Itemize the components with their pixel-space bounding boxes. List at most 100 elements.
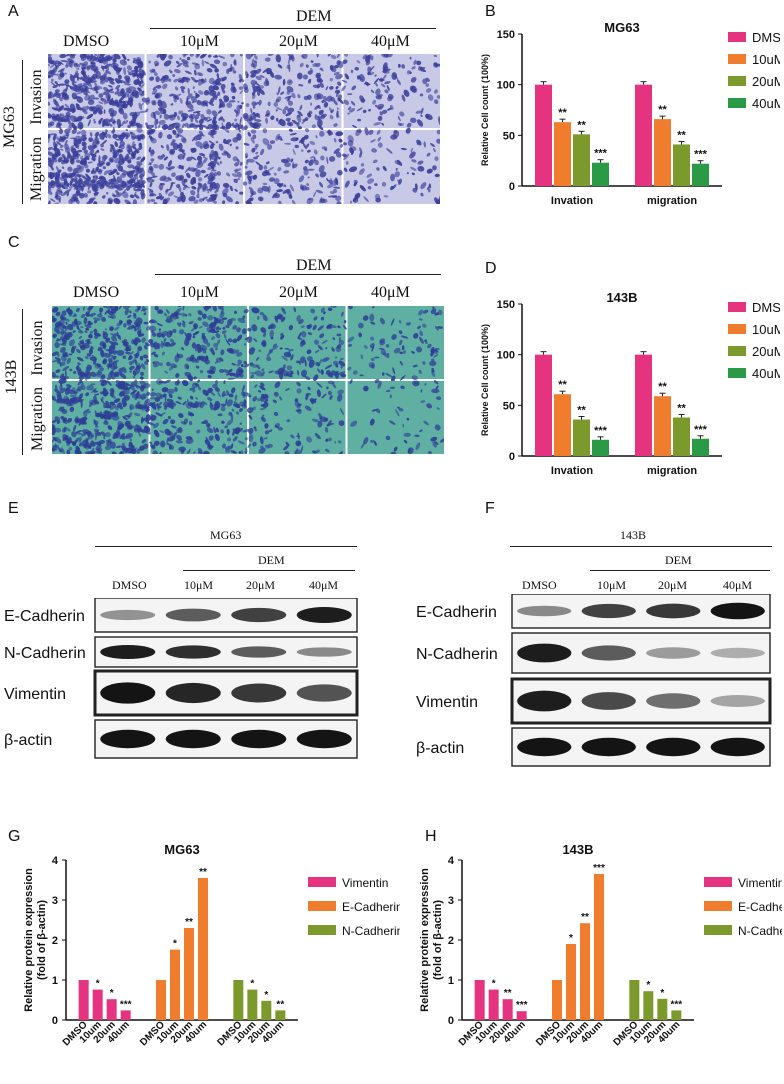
stained-cell: [174, 387, 178, 392]
stained-cell: [124, 308, 129, 316]
bar-dmso: [535, 354, 552, 456]
stained-cell: [280, 334, 285, 340]
stained-cell: [435, 348, 440, 350]
bar-vimentin: [78, 980, 89, 1020]
stained-cell: [226, 437, 232, 442]
stained-cell: [148, 165, 153, 170]
dem-bracket-line: [150, 28, 436, 29]
stained-cell: [47, 151, 54, 157]
stained-cell: [92, 118, 96, 122]
stained-cell: [254, 55, 258, 60]
stained-cell: [199, 355, 205, 361]
stained-cell: [347, 366, 352, 371]
stained-cell: [199, 152, 205, 156]
stained-cell: [327, 419, 332, 427]
stained-cell: [113, 398, 121, 403]
significance-label: ***: [594, 148, 608, 160]
stained-cell: [125, 432, 134, 439]
stained-cell: [301, 330, 307, 338]
stained-cell: [140, 371, 144, 376]
stained-cell: [227, 338, 233, 343]
stained-cell: [343, 142, 347, 146]
stained-cell: [172, 328, 177, 334]
stained-cell: [149, 441, 153, 445]
stained-cell: [203, 90, 210, 96]
stained-cell: [77, 362, 81, 366]
stained-cell: [384, 89, 389, 94]
stained-cell: [226, 428, 230, 435]
stained-cell: [232, 124, 237, 129]
stained-cell: [225, 449, 231, 453]
stained-cell: [319, 181, 324, 188]
stained-cell: [379, 338, 385, 344]
stained-cell: [201, 313, 207, 319]
stained-cell: [109, 327, 114, 331]
stained-cell: [299, 137, 306, 144]
stained-cell: [392, 367, 396, 375]
stained-cell: [191, 113, 195, 120]
stained-cell: [223, 380, 226, 385]
stained-cell: [232, 156, 238, 162]
stained-cell: [291, 92, 296, 99]
stained-cell: [58, 169, 62, 173]
bar-n-cadherin: [657, 998, 668, 1020]
stained-cell: [254, 119, 262, 122]
stained-cell: [92, 139, 95, 144]
stained-cell: [91, 170, 97, 175]
stained-cell: [79, 173, 85, 178]
stained-cell: [179, 57, 182, 60]
stained-cell: [81, 141, 87, 147]
stained-cell: [85, 81, 92, 87]
stained-cell: [208, 85, 215, 93]
stained-cell: [235, 109, 240, 117]
stained-cell: [311, 418, 320, 423]
blot-dem-label: DEM: [258, 553, 285, 567]
stained-cell: [107, 197, 114, 204]
stained-cell: [397, 122, 402, 126]
stained-cell: [213, 343, 219, 348]
stained-cell: [358, 168, 365, 175]
stained-cell: [104, 445, 112, 451]
stained-cell: [59, 361, 62, 367]
stained-cell: [285, 441, 290, 447]
stained-cell: [406, 70, 411, 75]
stained-cell: [338, 339, 345, 346]
stained-cell: [267, 101, 271, 107]
stained-cell: [238, 407, 243, 413]
stained-cell: [167, 415, 172, 420]
stained-cell: [196, 99, 202, 106]
legend-label: N-Cadherin: [738, 924, 782, 938]
stained-cell: [212, 384, 218, 389]
stained-cell: [335, 346, 342, 352]
stained-cell: [179, 322, 182, 326]
stained-cell: [437, 326, 444, 329]
stained-cell: [80, 313, 86, 319]
stained-cell: [249, 362, 254, 366]
stained-cell: [61, 175, 66, 179]
stained-cell: [243, 125, 248, 131]
stained-cell: [196, 429, 201, 434]
stained-cell: [99, 175, 107, 183]
stained-cell: [166, 144, 170, 152]
y-axis-label: Relative protein expression: [23, 868, 35, 1012]
stained-cell: [143, 312, 147, 316]
stained-cell: [162, 418, 169, 425]
protein-band: [231, 607, 287, 623]
stained-cell: [175, 312, 182, 316]
stained-cell: [177, 93, 182, 96]
stained-cell: [209, 133, 214, 139]
stained-cell: [154, 63, 159, 67]
stained-cell: [63, 157, 69, 164]
column-label-dmso: DMSO: [73, 284, 120, 301]
blot-lane-label: 10μM: [184, 578, 214, 592]
significance-label: *: [569, 933, 573, 944]
stained-cell: [77, 165, 85, 173]
y-tick-label: 100: [497, 350, 515, 362]
panel-letter-d: D: [485, 260, 497, 277]
stained-cell: [59, 346, 66, 353]
stained-cell: [54, 427, 62, 433]
stained-cell: [363, 196, 369, 203]
stained-cell: [416, 140, 421, 145]
stained-cell: [74, 118, 82, 122]
stained-cell: [126, 346, 130, 351]
